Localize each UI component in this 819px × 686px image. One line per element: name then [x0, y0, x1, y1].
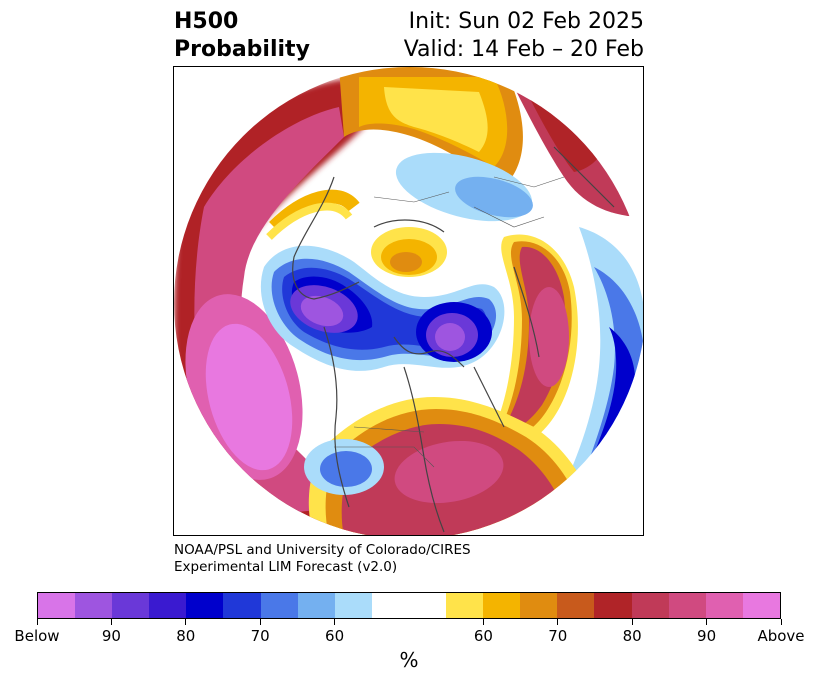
colorbar-segment — [668, 593, 706, 618]
colorbar-tick-label: Above — [757, 627, 805, 645]
coastlines — [292, 146, 615, 533]
forecast-dates: Init: Sun 02 Feb 2025 Valid: 14 Feb – 20… — [404, 8, 644, 64]
colorbar-tick — [185, 619, 187, 625]
probability-map — [173, 66, 644, 536]
colorbar-segment — [112, 593, 150, 618]
colorbar-tick-label: 80 — [622, 627, 642, 645]
colorbar-segment — [186, 593, 224, 618]
map-title: H500 Probability — [174, 8, 310, 64]
colorbar-segment — [557, 593, 595, 618]
colorbar-tick-label: 90 — [101, 627, 121, 645]
colorbar-segment — [223, 593, 261, 618]
credit-line-2: Experimental LIM Forecast (v2.0) — [174, 559, 398, 575]
colorbar-segment — [594, 593, 632, 618]
colorbar-tick — [110, 619, 112, 625]
colorbar-tick-label: 80 — [176, 627, 196, 645]
colorbar-segment — [631, 593, 669, 618]
polar-projection-map — [174, 67, 643, 535]
colorbar-segment — [742, 593, 780, 618]
colorbar-unit: % — [399, 648, 419, 672]
colorbar-tick-label: 90 — [697, 627, 717, 645]
colorbar-segment — [446, 593, 484, 618]
colorbar-segment — [371, 593, 409, 618]
colorbar-segment — [149, 593, 187, 618]
colorbar-tick-label: 70 — [250, 627, 270, 645]
colorbar-tick-label: 70 — [548, 627, 568, 645]
colorbar-tick — [259, 619, 261, 625]
credit-line-1: NOAA/PSL and University of Colorado/CIRE… — [174, 542, 471, 558]
colorbar-tick-label: 60 — [325, 627, 345, 645]
colorbar-segment — [38, 593, 76, 618]
borders — [334, 176, 565, 468]
colorbar-tick — [706, 619, 708, 625]
colorbar-tick — [334, 619, 336, 625]
init-date: Init: Sun 02 Feb 2025 — [408, 9, 644, 34]
colorbar-segment — [483, 593, 521, 618]
credit-text: NOAA/PSL and University of Colorado/CIRE… — [174, 542, 471, 576]
colorbar-tick — [780, 619, 782, 625]
colorbar-segment — [75, 593, 113, 618]
colorbar-segment — [705, 593, 743, 618]
colorbar-segment — [334, 593, 372, 618]
title-line-1: H500 — [174, 9, 239, 34]
title-line-2: Probability — [174, 37, 310, 62]
colorbar-segment — [408, 593, 447, 618]
colorbar-segment — [297, 593, 335, 618]
probability-colorbar — [37, 592, 781, 619]
colorbar-tick-label: 60 — [473, 627, 493, 645]
colorbar-tick — [482, 619, 484, 625]
colorbar-tick — [36, 619, 38, 625]
colorbar-segment — [260, 593, 298, 618]
valid-dates: Valid: 14 Feb – 20 Feb — [403, 37, 644, 62]
colorbar-tick — [557, 619, 559, 625]
colorbar-tick — [631, 619, 633, 625]
colorbar-tick-label: Below — [14, 627, 60, 645]
colorbar-segment — [520, 593, 558, 618]
